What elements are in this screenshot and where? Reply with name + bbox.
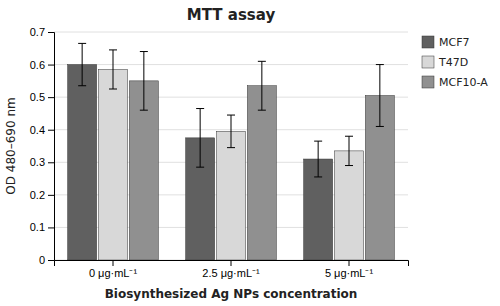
y-tick: 0.7 [30, 26, 54, 38]
x-tick-mark [231, 260, 232, 266]
y-tick-label: 0.3 [30, 156, 45, 168]
x-tick-label: 5 μg·mL⁻¹ [325, 267, 374, 279]
legend-item: MCF7 [422, 36, 470, 49]
error-bar [227, 115, 235, 148]
series [68, 43, 333, 260]
y-axis-title: OD 480–690 nm [4, 97, 18, 194]
y-tick-label: 0 [39, 254, 45, 266]
x-tick-mark [113, 260, 114, 266]
x-tick-label: 2.5 μg·mL⁻¹ [202, 267, 260, 279]
x-axis: 0 μg·mL⁻¹ 2.5 μg·mL⁻¹ 5 μg·mL⁻¹ [55, 260, 409, 279]
bar [217, 131, 246, 260]
legend-swatch [422, 76, 434, 88]
bar [247, 86, 276, 260]
y-tick: 0.3 [30, 156, 54, 168]
y-tick: 0.6 [30, 59, 54, 71]
legend-label: MCF7 [439, 36, 470, 49]
y-tick: 0.4 [30, 124, 54, 136]
plot: 0 0.1 0.2 0.3 0.4 0.5 0.6 0.7 0 μg·mL⁻¹ 2.5 μg·mL… [30, 26, 409, 279]
y-tick: 0.1 [30, 221, 54, 233]
bar [335, 151, 364, 260]
error-bar [314, 141, 322, 177]
x-axis-line [55, 261, 409, 267]
y-tick-mark [48, 130, 54, 131]
bar [68, 65, 97, 260]
y-tick-label: 0.7 [30, 26, 45, 38]
error-bar [258, 61, 266, 110]
error-bar [376, 65, 384, 127]
legend-swatch [422, 36, 434, 48]
legend: MCF7 T47D MCF10-A [422, 36, 488, 89]
legend-item: T47D [422, 56, 468, 69]
x-tick-label: 0 μg·mL⁻¹ [89, 267, 138, 279]
y-tick-label: 0.4 [30, 124, 45, 136]
y-tick: 0.5 [30, 91, 54, 103]
error-bar [345, 136, 353, 165]
grid [54, 32, 408, 260]
y-tick-mark [48, 97, 54, 98]
y-tick-mark [48, 195, 54, 196]
x-tick: 0 μg·mL⁻¹ [89, 260, 138, 279]
legend-label: MCF10-A [439, 76, 488, 89]
y-tick-label: 0.2 [30, 189, 45, 201]
legend-item: MCF10-A [422, 76, 488, 89]
y-tick-mark [48, 227, 54, 228]
y-axis-line [48, 33, 55, 261]
marks [68, 43, 395, 260]
error-bar [140, 52, 148, 111]
chart: 0 0.1 0.2 0.3 0.4 0.5 0.6 0.7 0 μg·mL⁻¹ 2.5 μg·mL… [0, 0, 500, 306]
legend-label: T47D [438, 56, 468, 69]
error-bar [196, 109, 204, 168]
y-tick-label: 0.5 [30, 91, 45, 103]
series [99, 50, 364, 260]
error-bar [78, 43, 86, 85]
x-axis-title: Biosynthesized Ag NPs concentration [105, 287, 358, 301]
series [129, 52, 394, 260]
y-tick-label: 0.6 [30, 59, 45, 71]
y-tick-mark [48, 32, 54, 33]
grid-line [54, 64, 408, 65]
y-tick: 0 [39, 254, 54, 266]
grid-line [54, 32, 408, 33]
error-bar [109, 50, 117, 89]
x-tick: 2.5 μg·mL⁻¹ [202, 260, 260, 279]
y-tick: 0.2 [30, 189, 54, 201]
y-tick-mark [48, 260, 54, 261]
bar [99, 69, 128, 260]
y-tick-mark [48, 65, 54, 66]
x-tick: 5 μg·mL⁻¹ [325, 260, 374, 279]
y-tick-mark [48, 162, 54, 163]
y-axis: 0 0.1 0.2 0.3 0.4 0.5 0.6 0.7 [30, 26, 55, 266]
legend-swatch [422, 56, 434, 68]
y-tick-label: 0.1 [30, 221, 45, 233]
x-tick-mark [349, 260, 350, 266]
title: MTT assay [187, 6, 276, 24]
